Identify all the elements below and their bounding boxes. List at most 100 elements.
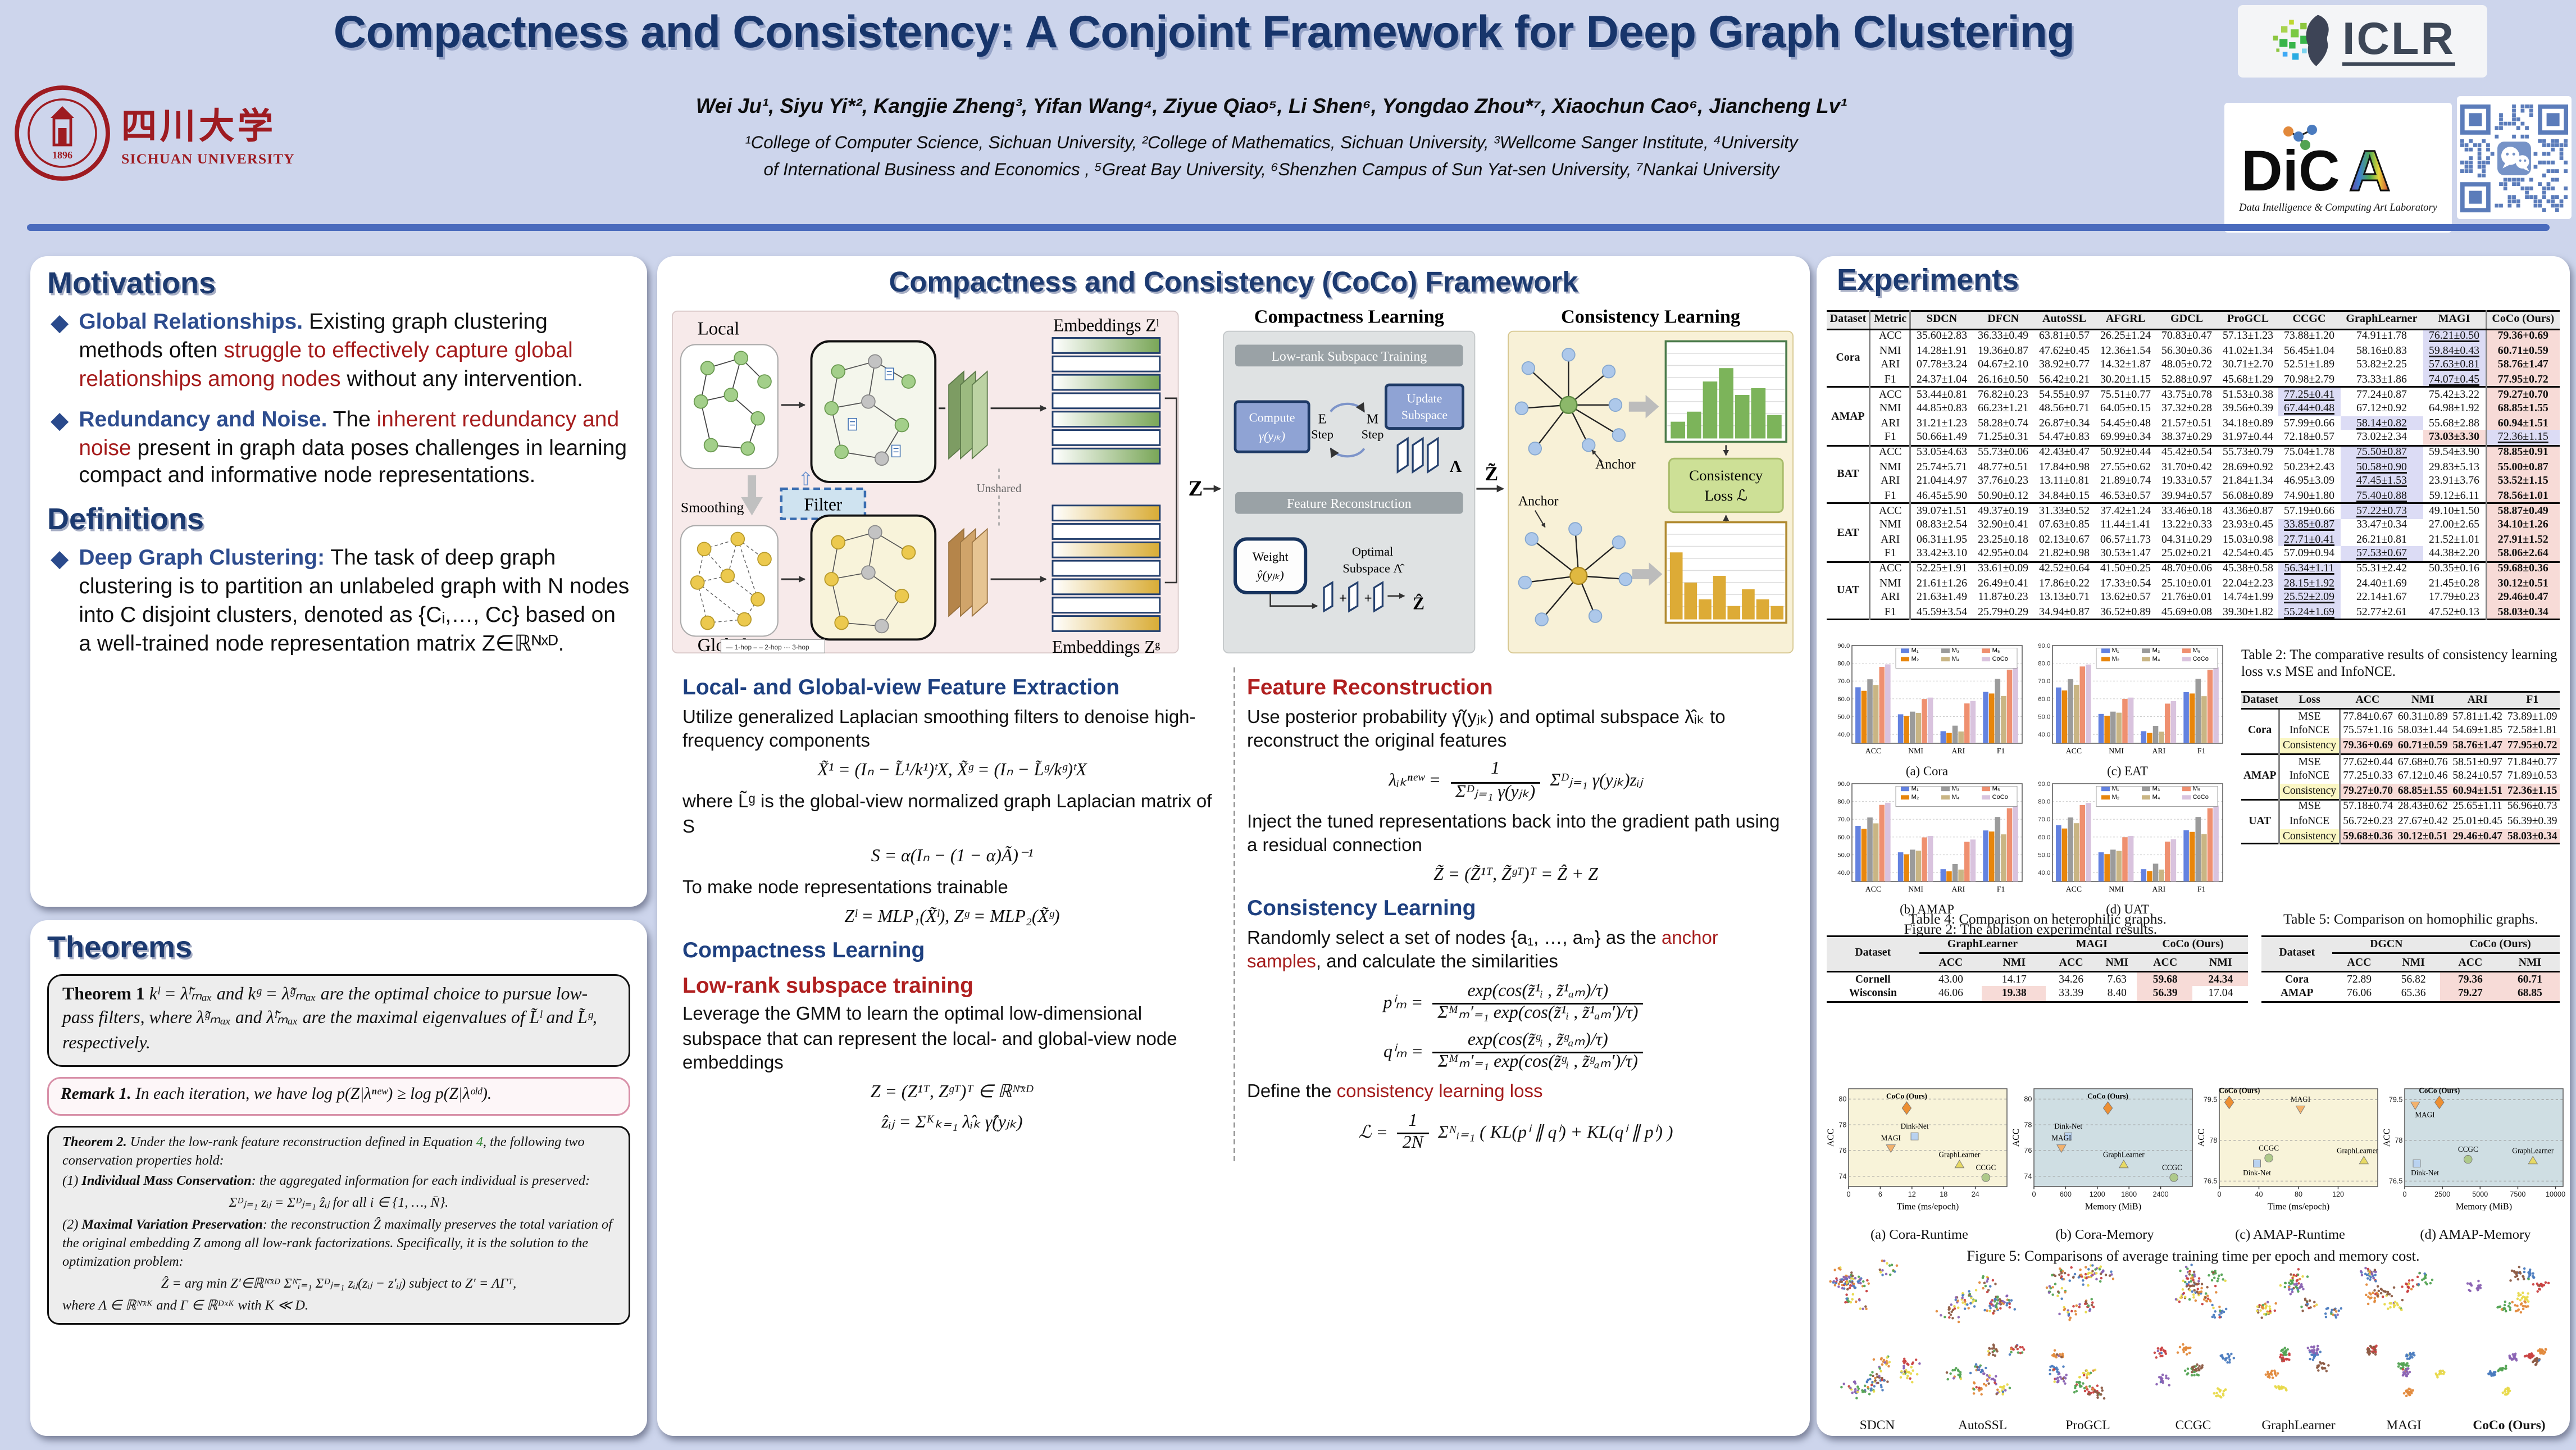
svg-text:MAGI: MAGI bbox=[2051, 1134, 2071, 1142]
svg-text:Dink-Net: Dink-Net bbox=[2411, 1169, 2439, 1177]
result-cell: 54.69±1.85 bbox=[2452, 725, 2503, 738]
result-cell: 46.06 bbox=[1938, 988, 1963, 1000]
result-cell: 21.45±0.28 bbox=[2429, 578, 2480, 590]
result-cell: 59.54±3.90 bbox=[2423, 444, 2486, 461]
table4-block: Table 4: Comparison on heterophilic grap… bbox=[1827, 907, 2249, 1003]
result-cell: 32.90±0.41 bbox=[1978, 520, 2029, 532]
svg-text:50.0: 50.0 bbox=[1837, 713, 1850, 720]
svg-text:2400: 2400 bbox=[2153, 1190, 2169, 1198]
result-cell: 39.94±0.57 bbox=[2161, 489, 2213, 502]
result-cell: 24.34 bbox=[2192, 970, 2249, 987]
svg-text:CoCo (Ours): CoCo (Ours) bbox=[1886, 1092, 1927, 1101]
svg-text:F1: F1 bbox=[2197, 885, 2206, 893]
svg-text:80: 80 bbox=[1838, 1096, 1846, 1103]
motivations-card: Motivations ◆ Global Relationships. Exis… bbox=[30, 256, 647, 907]
result-cell: 48.05±0.72 bbox=[2161, 359, 2213, 371]
result-cell: 42.54±0.45 bbox=[2223, 548, 2273, 560]
dataset-label: Cornell bbox=[1827, 970, 1919, 987]
tsne-column: AutoSSL bbox=[1932, 1257, 2033, 1433]
result-cell: 76.82±0.23 bbox=[1972, 386, 2034, 402]
result-cell: 50.23±2.43 bbox=[2283, 461, 2334, 474]
table-row: UAT MSE 57.18±0.74 28.43±0.62 25.65±1.11 56.9… bbox=[2241, 798, 2560, 844]
svg-text:5000: 5000 bbox=[2472, 1190, 2488, 1198]
svg-text:ARI: ARI bbox=[2152, 747, 2166, 755]
column-header: NMI bbox=[2395, 691, 2450, 710]
result-cell: 77.84±0.67 bbox=[2340, 708, 2396, 725]
result-cell: 52.77±2.61 bbox=[2356, 606, 2407, 618]
column-header: Dataset bbox=[1827, 311, 1871, 330]
result-cell: 58.14±0.82 bbox=[2340, 416, 2424, 431]
consistency-body2: Define the consistency learning loss bbox=[1247, 1083, 1543, 1103]
result-cell: 56.08±0.89 bbox=[2223, 489, 2273, 502]
svg-text:GraphLearner: GraphLearner bbox=[2103, 1151, 2145, 1159]
svg-text:F1: F1 bbox=[2197, 747, 2206, 755]
svg-text:50.0: 50.0 bbox=[1837, 852, 1850, 858]
svg-text:80.0: 80.0 bbox=[1837, 799, 1850, 806]
tsne-plot bbox=[2264, 1344, 2330, 1392]
framework-card: Compactness and Consistency (CoCo) Frame… bbox=[657, 256, 1810, 1436]
table-row: AMAP MSE 77.62±0.44 67.68±0.76 58.51±0.97 71.… bbox=[2241, 753, 2560, 799]
column-header: Loss bbox=[2279, 691, 2340, 710]
result-cell: 52.51±1.89 bbox=[2283, 359, 2334, 371]
equation-z-tilde: Z̃ = (Z̃¹ᵀ, Z̃ᵍᵀ)ᵀ = Ẑ + Z bbox=[1433, 867, 1598, 886]
svg-text:NMI: NMI bbox=[1908, 885, 1923, 893]
svg-text:120: 120 bbox=[2332, 1190, 2344, 1198]
result-cell: 51.53±0.38 bbox=[2217, 386, 2279, 402]
svg-text:60.0: 60.0 bbox=[1837, 834, 1850, 841]
result-cell: 39.56±0.39 bbox=[2223, 403, 2273, 416]
equation-Z: Z = (Z¹ᵀ, Zᵍᵀ)ᵀ ∈ ℝᴺ̄ˣᴰ bbox=[870, 1084, 1034, 1103]
result-cell: 25.79±0.29 bbox=[1978, 606, 2029, 618]
fig2-panel: 40.0 50.0 60.0 70.0 80.0 90.0 ACC NMI ARI F1 M₁ M₂ M… bbox=[1827, 779, 2027, 917]
svg-text:Dink-Net: Dink-Net bbox=[2243, 1169, 2271, 1177]
tsne-plot bbox=[1935, 1275, 2015, 1324]
svg-text:0: 0 bbox=[1846, 1190, 1850, 1198]
svg-text:18: 18 bbox=[1940, 1190, 1947, 1198]
dataset-label: Wisconsin bbox=[1849, 988, 1897, 1000]
qr-icon bbox=[2460, 103, 2568, 212]
lowrank-subheading: Low-rank subspace training bbox=[682, 971, 973, 997]
yellow-histogram bbox=[1667, 534, 1785, 620]
result-cell: 68.85±1.55 bbox=[2395, 784, 2450, 799]
tsne-method-label: AutoSSL bbox=[1958, 1417, 2008, 1433]
result-cell: 45.69±0.08 bbox=[2161, 606, 2213, 618]
result-cell: 55.73±0.06 bbox=[1972, 444, 2034, 461]
dataset-label: AMAP bbox=[2241, 753, 2279, 799]
result-cell: 36.52±0.89 bbox=[2100, 606, 2151, 618]
table-row: EAT ACC 39.07±1.51 49.37±0.19 31.33±0.52 37.4… bbox=[1827, 502, 2560, 562]
table-row: ARI 06.31±1.95 23.25±0.18 02.13±0.67 06.57±1… bbox=[1827, 533, 2560, 547]
result-cell: 77.95±0.72 bbox=[2484, 372, 2560, 388]
svg-text:M₂: M₂ bbox=[2112, 794, 2120, 801]
table2-block: Table 2: The comparative results of cons… bbox=[2234, 640, 2560, 937]
result-cell: 58.16±0.83 bbox=[2356, 345, 2407, 357]
result-cell: 75.50±0.87 bbox=[2340, 444, 2424, 461]
result-cell: 67.68±0.76 bbox=[2395, 753, 2450, 770]
svg-text:M₁: M₁ bbox=[1911, 647, 1919, 654]
loss-label: MSE bbox=[2278, 753, 2341, 770]
tsne-method-label: GraphLearner bbox=[2261, 1417, 2336, 1433]
tsne-column: CoCo (Ours) bbox=[2459, 1257, 2560, 1433]
result-cell: 17.84±0.98 bbox=[2039, 461, 2090, 474]
result-cell: 19.33±0.57 bbox=[2161, 475, 2213, 488]
metric-header: NMI bbox=[1982, 953, 2046, 972]
theorem2-box: Theorem 2. Under the low-rank feature re… bbox=[47, 1125, 630, 1325]
diamond-bullet-icon: ◆ bbox=[51, 406, 69, 433]
dica-tagline: Data Intelligence & Computing Art Labora… bbox=[2239, 201, 2437, 213]
svg-text:90.0: 90.0 bbox=[1837, 781, 1850, 788]
loss-label: MSE bbox=[2278, 708, 2341, 725]
result-cell: 24.37±1.04 bbox=[1916, 373, 1967, 385]
result-cell: 79.36+0.69 bbox=[2484, 328, 2560, 344]
result-cell: 56.96±0.73 bbox=[2505, 798, 2560, 815]
svg-text:NMI: NMI bbox=[2109, 747, 2124, 755]
table-row: AMAP ACC 53.44±0.81 76.82±0.23 54.55±0.97 75.… bbox=[1827, 386, 2560, 446]
metric-label: NMI bbox=[1870, 576, 1911, 591]
result-cell: 29.46±0.47 bbox=[2484, 590, 2560, 605]
result-cell: 57.99±0.66 bbox=[2283, 417, 2334, 430]
svg-text:78: 78 bbox=[1838, 1121, 1846, 1129]
metric-header: NMI bbox=[2192, 953, 2249, 972]
result-cell: 68.85±1.55 bbox=[2484, 402, 2560, 417]
result-cell: 48.77±0.51 bbox=[1978, 461, 2029, 474]
metric-label: ACC bbox=[1870, 328, 1911, 344]
table4-caption: Table 4: Comparison on heterophilic grap… bbox=[1908, 910, 2167, 927]
equation-q: qⁱₘ = exp(cos(z̃ᵍᵢ , z̃ᵍₐₘ)/τ) Σᴹₘ′₌₁ exp… bbox=[1247, 1031, 1785, 1074]
